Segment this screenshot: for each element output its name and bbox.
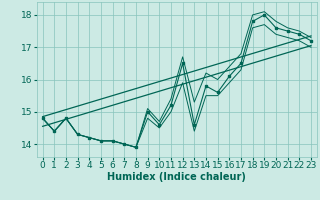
X-axis label: Humidex (Indice chaleur): Humidex (Indice chaleur): [108, 172, 246, 182]
